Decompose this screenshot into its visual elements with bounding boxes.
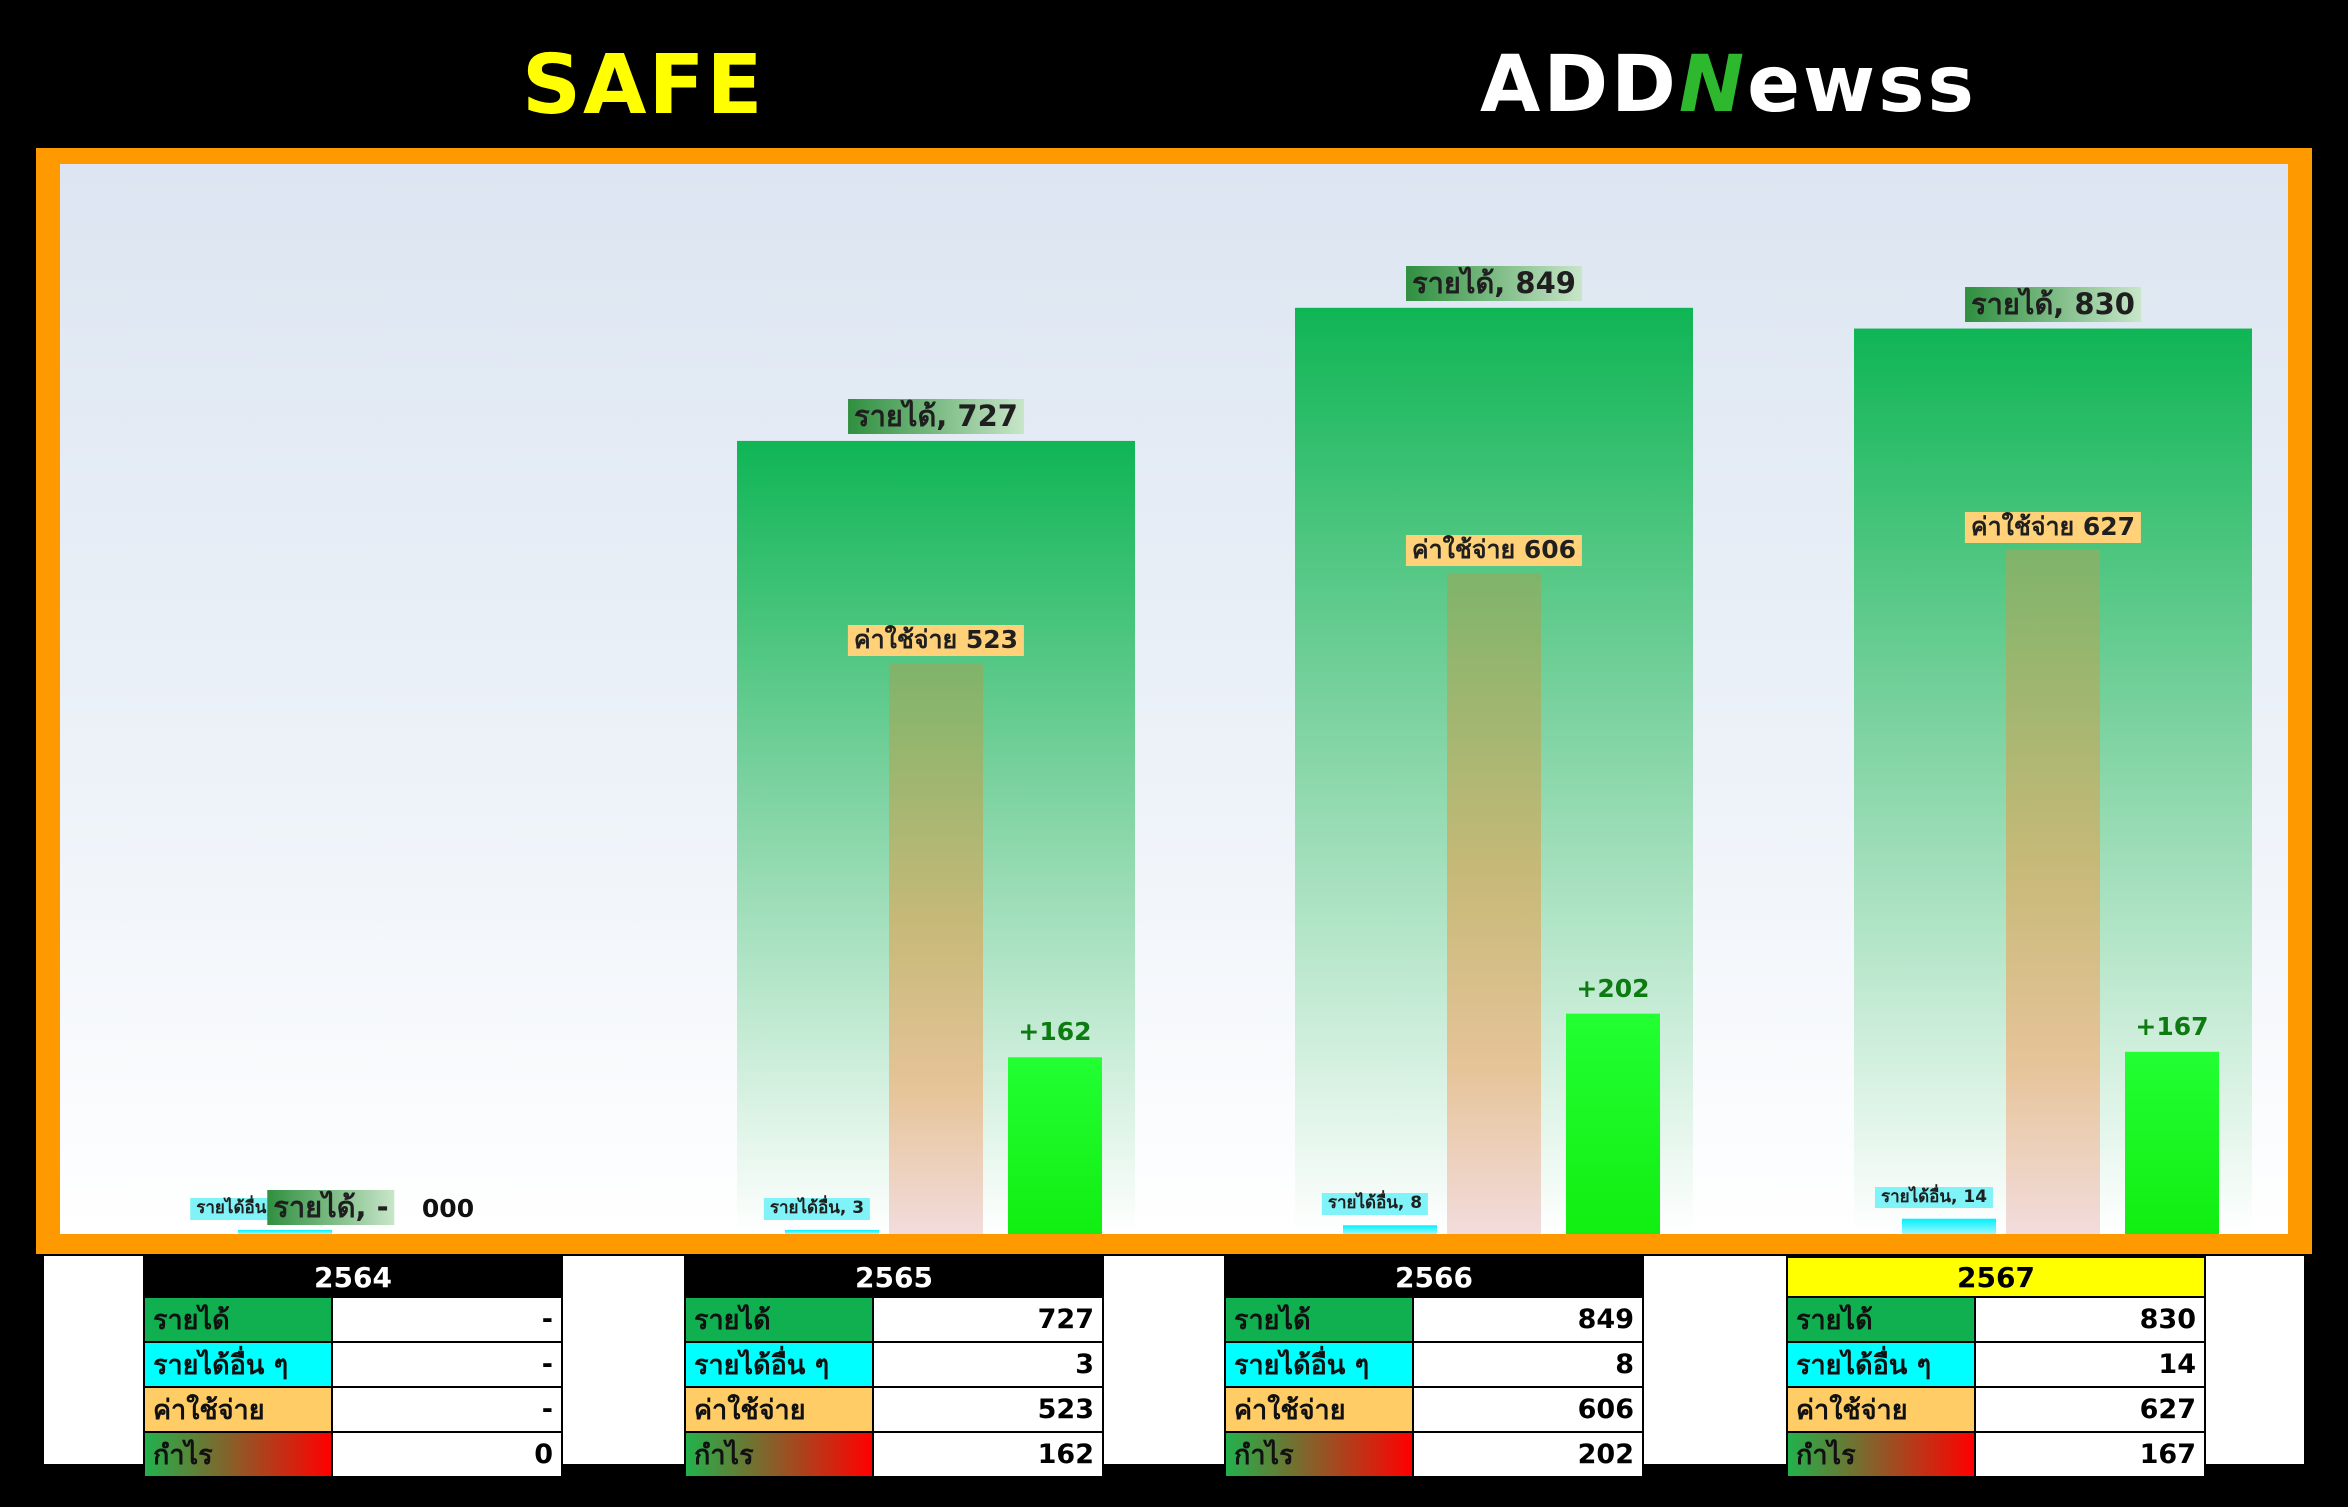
expense-bar-2566	[1447, 572, 1541, 1234]
table-row: กำไร 0	[143, 1431, 563, 1478]
profit-bar-2565	[1008, 1057, 1102, 1234]
expense-bar-2565	[889, 663, 983, 1234]
profit-bar-2566	[1566, 1013, 1660, 1234]
row-value: 167	[1974, 1431, 2206, 1478]
row-value: 627	[1974, 1386, 2206, 1433]
addnewss-logo: ADDNewss	[1480, 40, 1977, 130]
table-row: รายได้อื่น ๆ 14	[1786, 1341, 2206, 1388]
row-value: 523	[872, 1386, 1104, 1433]
table-row: รายได้ 849	[1224, 1296, 1644, 1343]
row-label: รายได้	[143, 1296, 333, 1343]
row-label: รายได้	[1224, 1296, 1414, 1343]
row-label: ค่าใช้จ่าย	[1224, 1386, 1414, 1433]
revenue-data-label-2566: รายได้, 849	[1406, 265, 1582, 302]
summary-table-2566: 2566 รายได้ 849 รายได้อื่น ๆ 8 ค่าใช้จ่าย 606 ก…	[1224, 1256, 1644, 1478]
row-label: รายได้อื่น ๆ	[1224, 1341, 1414, 1388]
summary-table-2564: 2564 รายได้ - รายได้อื่น ๆ - ค่าใช้จ่าย - กำไร 0	[143, 1256, 563, 1478]
table-year-header: 2565	[684, 1256, 1104, 1298]
expense-data-label-2567: ค่าใช้จ่าย 627	[1964, 512, 2142, 543]
expense-data-label-2566: ค่าใช้จ่าย 606	[1405, 534, 1583, 566]
other-income-data-label-2567: รายได้อื่น, 14	[1874, 1186, 1994, 1209]
row-label: ค่าใช้จ่าย	[684, 1386, 874, 1433]
table-row: ค่าใช้จ่าย -	[143, 1386, 563, 1433]
chart-frame: รายได้อื่น, - รายได้, - 000 รายได้, 727 ค่าใ…	[36, 148, 2312, 1254]
row-value: -	[331, 1341, 563, 1388]
row-label: รายได้	[684, 1296, 874, 1343]
table-row: ค่าใช้จ่าย 627	[1786, 1386, 2206, 1433]
row-label: รายได้อื่น ๆ	[1786, 1341, 1976, 1388]
expense-data-label-2565: ค่าใช้จ่าย 523	[847, 625, 1025, 657]
table-year-header: 2566	[1224, 1256, 1644, 1298]
profit-data-label-2564: 000	[421, 1194, 475, 1223]
revenue-data-label-2565: รายได้, 727	[848, 398, 1024, 435]
row-value: 162	[872, 1431, 1104, 1478]
row-value: 202	[1412, 1431, 1644, 1478]
profit-data-label-2565: +162	[1018, 1017, 1092, 1047]
row-value: 727	[872, 1296, 1104, 1343]
table-row: ค่าใช้จ่าย 606	[1224, 1386, 1644, 1433]
row-label: รายได้อื่น ๆ	[143, 1341, 333, 1388]
revenue-data-label-2567: รายได้, 830	[1965, 286, 2141, 322]
summary-table-2565: 2565 รายได้ 727 รายได้อื่น ๆ 3 ค่าใช้จ่าย 523 ก…	[684, 1256, 1104, 1478]
row-label: กำไร	[684, 1431, 874, 1478]
row-value: 606	[1412, 1386, 1644, 1433]
other-income-data-label-2566: รายได้อื่น, 8	[1321, 1193, 1429, 1215]
table-row: กำไร 162	[684, 1431, 1104, 1478]
table-row: รายได้ 727	[684, 1296, 1104, 1343]
table-year-header: 2567	[1786, 1256, 2206, 1298]
row-value: -	[331, 1296, 563, 1343]
brand-title: SAFE	[522, 38, 765, 133]
summary-tables: 2564 รายได้ - รายได้อื่น ๆ - ค่าใช้จ่าย - กำไร 0…	[44, 1256, 2304, 1478]
profit-data-label-2567: +167	[2135, 1011, 2209, 1041]
table-row: กำไร 202	[1224, 1431, 1644, 1478]
chart-plot-area: รายได้อื่น, - รายได้, - 000 รายได้, 727 ค่าใ…	[60, 164, 2288, 1234]
row-label: รายได้อื่น ๆ	[684, 1341, 874, 1388]
other-income-bar-2567	[1902, 1218, 1996, 1234]
row-label: รายได้	[1786, 1296, 1976, 1343]
profit-bar-2567	[2125, 1051, 2219, 1234]
summary-table-2567: 2567 รายได้ 830 รายได้อื่น ๆ 14 ค่าใช้จ่าย 627…	[1786, 1256, 2206, 1478]
table-row: กำไร 167	[1786, 1431, 2206, 1478]
revenue-data-label-2564: รายได้, -	[267, 1190, 395, 1226]
row-label: กำไร	[143, 1431, 333, 1478]
table-year-header: 2564	[143, 1256, 563, 1298]
other-income-data-label-2564: รายได้อื่น, -	[190, 1198, 292, 1220]
profit-data-label-2566: +202	[1576, 973, 1650, 1003]
row-label: ค่าใช้จ่าย	[1786, 1386, 1976, 1433]
table-row: รายได้ 830	[1786, 1296, 2206, 1343]
table-row: รายได้ -	[143, 1296, 563, 1343]
other-income-data-label-2565: รายได้อื่น, 3	[763, 1198, 871, 1220]
row-value: 14	[1974, 1341, 2206, 1388]
row-value: 830	[1974, 1296, 2206, 1343]
row-label: กำไร	[1224, 1431, 1414, 1478]
table-row: รายได้อื่น ๆ-	[143, 1341, 563, 1388]
table-row: ค่าใช้จ่าย 523	[684, 1386, 1104, 1433]
row-value: 8	[1412, 1341, 1644, 1388]
row-label: ค่าใช้จ่าย	[143, 1386, 333, 1433]
row-value: 0	[331, 1431, 563, 1478]
row-value: -	[331, 1386, 563, 1433]
other-income-bar-2564	[238, 1230, 332, 1234]
other-income-bar-2565	[785, 1230, 879, 1234]
expense-bar-2567	[2006, 550, 2100, 1234]
bar-chart	[238, 307, 2252, 1234]
other-income-bar-2566	[1343, 1225, 1437, 1234]
row-value: 849	[1412, 1296, 1644, 1343]
row-label: กำไร	[1786, 1431, 1976, 1478]
row-value: 3	[872, 1341, 1104, 1388]
